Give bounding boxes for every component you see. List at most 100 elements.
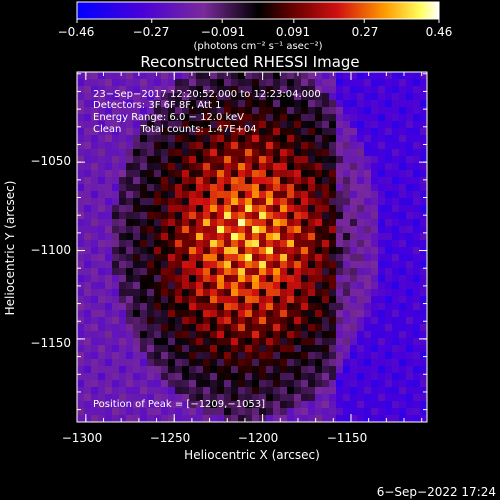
- heatmap-cell: [301, 247, 309, 255]
- heatmap-cell: [364, 156, 372, 164]
- heatmap-cell: [266, 401, 274, 409]
- heatmap-cell: [301, 394, 309, 402]
- heatmap-cell: [140, 415, 148, 422]
- heatmap-cell: [301, 275, 309, 283]
- heatmap-cell: [189, 149, 197, 157]
- heatmap-cell: [392, 387, 400, 395]
- heatmap-cell: [336, 100, 344, 108]
- heatmap-cell: [245, 79, 253, 87]
- heatmap-cell: [210, 408, 218, 416]
- heatmap-cell: [105, 303, 113, 311]
- heatmap-cell: [238, 233, 246, 241]
- heatmap-cell: [315, 247, 323, 255]
- heatmap-cell: [119, 324, 127, 332]
- heatmap-cell: [371, 380, 379, 388]
- heatmap-cell: [315, 317, 323, 325]
- heatmap-cell: [350, 79, 358, 87]
- heatmap-cell: [161, 254, 169, 262]
- heatmap-cell: [315, 380, 323, 388]
- heatmap-cell: [308, 331, 316, 339]
- heatmap-cell: [224, 170, 232, 178]
- heatmap-cell: [413, 373, 421, 381]
- heatmap-cell: [329, 107, 337, 115]
- heatmap-cell: [371, 212, 379, 220]
- heatmap-cell: [322, 282, 330, 290]
- heatmap-cell: [238, 310, 246, 318]
- heatmap-cell: [238, 387, 246, 395]
- heatmap-cell: [154, 163, 162, 171]
- heatmap-cell: [182, 79, 190, 87]
- heatmap-cell: [336, 177, 344, 185]
- heatmap-cell: [161, 352, 169, 360]
- heatmap-cell: [245, 205, 253, 213]
- heatmap-cell: [238, 240, 246, 248]
- heatmap-cell: [287, 275, 295, 283]
- heatmap-cell: [147, 303, 155, 311]
- heatmap-cell: [140, 366, 148, 374]
- heatmap-cell: [336, 415, 344, 422]
- heatmap-cell: [308, 296, 316, 304]
- heatmap-cell: [378, 100, 386, 108]
- heatmap-cell: [154, 254, 162, 262]
- heatmap-cell: [308, 135, 316, 143]
- heatmap-cell: [301, 366, 309, 374]
- heatmap-cell: [301, 212, 309, 220]
- heatmap-cell: [252, 93, 260, 101]
- heatmap-cell: [343, 233, 351, 241]
- heatmap-cell: [224, 310, 232, 318]
- heatmap-cell: [77, 373, 85, 381]
- heatmap-cell: [140, 380, 148, 388]
- heatmap-cell: [161, 275, 169, 283]
- heatmap-cell: [84, 240, 92, 248]
- heatmap-cell: [343, 149, 351, 157]
- heatmap-cell: [399, 72, 407, 80]
- heatmap-cell: [357, 317, 365, 325]
- heatmap-cell: [406, 149, 414, 157]
- heatmap-cell: [189, 247, 197, 255]
- heatmap-cell: [161, 191, 169, 199]
- heatmap-cell: [98, 345, 106, 353]
- heatmap-cell: [224, 373, 232, 381]
- heatmap-cell: [112, 373, 120, 381]
- heatmap-cell: [112, 233, 120, 241]
- heatmap-cell: [126, 86, 134, 94]
- heatmap-cell: [182, 142, 190, 150]
- heatmap-cell: [357, 184, 365, 192]
- heatmap-cell: [140, 373, 148, 381]
- heatmap-cell: [140, 401, 148, 409]
- heatmap-cell: [140, 268, 148, 276]
- heatmap-cell: [231, 289, 239, 297]
- heatmap-cell: [252, 282, 260, 290]
- heatmap-cell: [98, 331, 106, 339]
- heatmap-cell: [217, 198, 225, 206]
- heatmap-cell: [182, 93, 190, 101]
- heatmap-cell: [77, 149, 85, 157]
- heatmap-cell: [406, 394, 414, 402]
- heatmap-cell: [378, 394, 386, 402]
- heatmap-cell: [413, 149, 421, 157]
- heatmap-cell: [182, 415, 190, 422]
- heatmap-cell: [231, 240, 239, 248]
- heatmap-cell: [189, 135, 197, 143]
- heatmap-cell: [98, 401, 106, 409]
- heatmap-cell: [217, 380, 225, 388]
- heatmap-cell: [175, 240, 183, 248]
- heatmap-cell: [98, 142, 106, 150]
- heatmap-cell: [119, 387, 127, 395]
- heatmap-cell: [280, 198, 288, 206]
- heatmap-cell: [154, 247, 162, 255]
- heatmap-cell: [294, 184, 302, 192]
- heatmap-cell: [336, 345, 344, 353]
- heatmap-cell: [203, 93, 211, 101]
- heatmap-cell: [343, 107, 351, 115]
- colorbar-tick-label-3: 0.091: [276, 25, 310, 39]
- heatmap-cell: [364, 219, 372, 227]
- heatmap-cell: [245, 359, 253, 367]
- heatmap-cell: [210, 100, 218, 108]
- heatmap-cell: [392, 79, 400, 87]
- heatmap-cell: [161, 79, 169, 87]
- heatmap-cell: [371, 373, 379, 381]
- heatmap-cell: [154, 408, 162, 416]
- heatmap-cell: [420, 114, 427, 122]
- heatmap-cell: [203, 373, 211, 381]
